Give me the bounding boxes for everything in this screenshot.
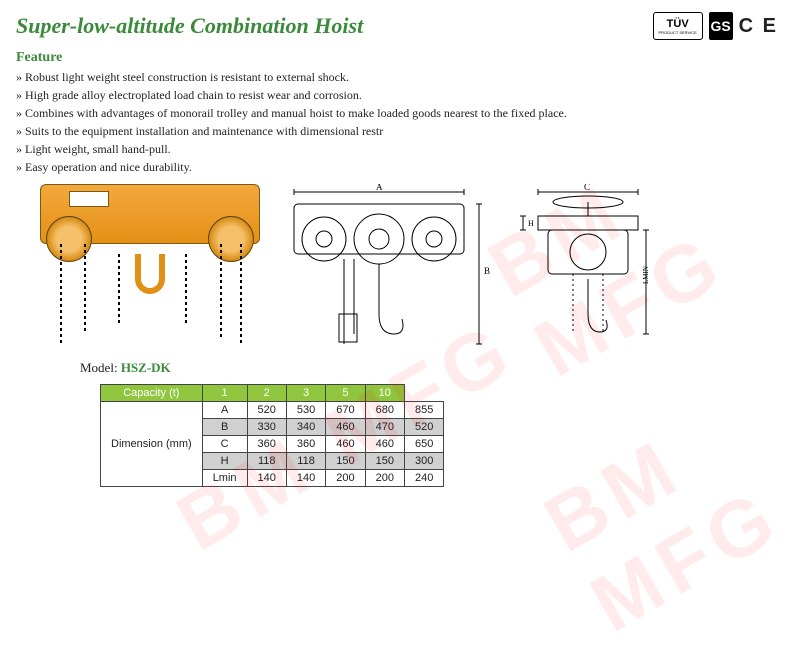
table-header-cell: 3 — [286, 385, 325, 402]
chain — [185, 254, 187, 324]
chain — [60, 244, 62, 344]
table-cell: 460 — [326, 419, 365, 436]
table-cell: 650 — [404, 436, 443, 453]
table-cell: 530 — [286, 402, 325, 419]
tuv-sub: PRODUCT SERVICE — [659, 30, 697, 35]
table-cell: 118 — [286, 453, 325, 470]
table-cell: 470 — [365, 419, 404, 436]
table-row: Dimension (mm)A520530670680855 — [101, 402, 444, 419]
table-cell: 460 — [326, 436, 365, 453]
table-header-cell: 5 — [326, 385, 365, 402]
table-cell: 140 — [247, 470, 286, 487]
table-cell: 855 — [404, 402, 443, 419]
feature-item: Easy operation and nice durability. — [16, 158, 778, 176]
table-cell: 140 — [286, 470, 325, 487]
gs-badge: GS — [709, 12, 733, 40]
certifications: TÜV PRODUCT SERVICE GS C E — [653, 12, 778, 40]
table-cell: 460 — [365, 436, 404, 453]
dimension-label: Dimension (mm) — [101, 402, 203, 487]
watermark: BM MFG — [530, 374, 794, 650]
wheel-right — [208, 216, 254, 262]
table-cell: 340 — [286, 419, 325, 436]
feature-item: Light weight, small hand-pull. — [16, 140, 778, 158]
dim-a: A — [376, 184, 383, 192]
model-row: Model: HSZ-DK — [0, 358, 794, 384]
name-plate — [69, 191, 109, 207]
table-cell: 360 — [286, 436, 325, 453]
table-cell: 360 — [247, 436, 286, 453]
table-header-cell: Capacity (t) — [101, 385, 203, 402]
row-label: C — [202, 436, 247, 453]
feature-list: Robust light weight steel construction i… — [0, 68, 794, 176]
feature-item: Robust light weight steel construction i… — [16, 68, 778, 86]
table-cell: 240 — [404, 470, 443, 487]
table-cell: 150 — [326, 453, 365, 470]
chain — [240, 244, 242, 344]
ce-mark: C E — [739, 15, 778, 38]
table-cell: 520 — [247, 402, 286, 419]
front-drawing: A B — [284, 184, 494, 354]
table-cell: 118 — [247, 453, 286, 470]
model-name: HSZ-DK — [121, 360, 171, 375]
tuv-badge: TÜV PRODUCT SERVICE — [653, 12, 703, 40]
table-cell: 150 — [365, 453, 404, 470]
hoist-illustration — [40, 184, 260, 354]
dim-h: H — [528, 219, 534, 228]
table-cell: 670 — [326, 402, 365, 419]
table-header-cell: 1 — [202, 385, 247, 402]
model-label: Model: — [80, 360, 118, 375]
row-label: Lmin — [202, 470, 247, 487]
feature-heading: Feature — [0, 44, 794, 68]
table-cell: 200 — [365, 470, 404, 487]
table-cell: 330 — [247, 419, 286, 436]
spec-table: Capacity (t)123510 Dimension (mm)A520530… — [100, 384, 444, 487]
table-cell: 300 — [404, 453, 443, 470]
table-header-cell: 2 — [247, 385, 286, 402]
table-cell: 680 — [365, 402, 404, 419]
feature-item: Combines with advantages of monorail tro… — [16, 104, 778, 122]
dim-b: B — [484, 266, 490, 276]
feature-item: High grade alloy electroplated load chai… — [16, 86, 778, 104]
row-label: B — [202, 419, 247, 436]
page-title: Super-low-altitude Combination Hoist — [16, 13, 363, 39]
chain — [84, 244, 86, 334]
diagram-row: A B C H LMIN — [0, 176, 794, 358]
chain — [118, 254, 120, 324]
feature-item: Suits to the equipment installation and … — [16, 122, 778, 140]
table-header-cell: 10 — [365, 385, 404, 402]
tuv-text: TÜV — [667, 18, 689, 30]
chain — [220, 244, 222, 339]
dim-c: C — [584, 184, 590, 192]
header: Super-low-altitude Combination Hoist TÜV… — [0, 0, 794, 44]
table-cell: 520 — [404, 419, 443, 436]
row-label: A — [202, 402, 247, 419]
hook-icon — [135, 254, 165, 294]
dim-lmin: LMIN — [642, 266, 650, 284]
side-drawing: C H LMIN — [518, 184, 658, 354]
table-cell: 200 — [326, 470, 365, 487]
row-label: H — [202, 453, 247, 470]
